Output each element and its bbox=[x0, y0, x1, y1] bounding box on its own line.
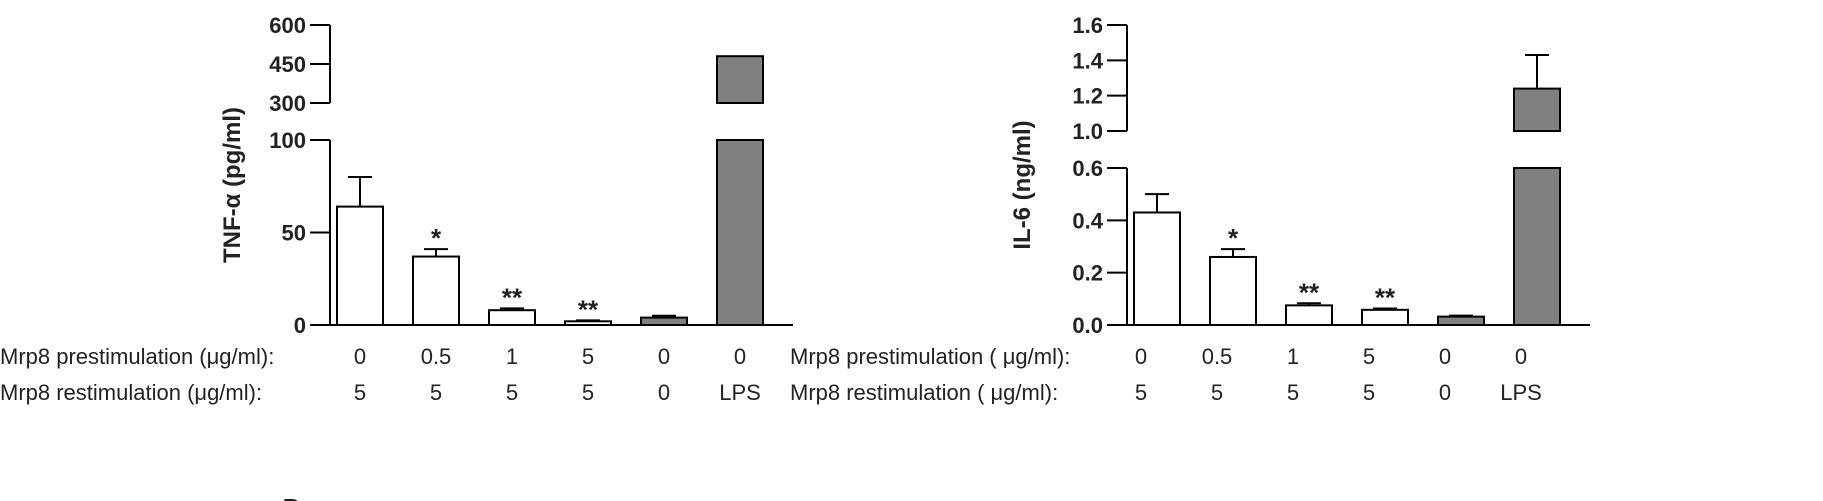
restim-value: LPS bbox=[719, 380, 761, 405]
restim-value: 5 bbox=[506, 380, 518, 405]
prestim-value: 0 bbox=[1515, 344, 1527, 369]
prestim-value: 1 bbox=[506, 344, 518, 369]
y-tick-label: 300 bbox=[269, 91, 306, 116]
restim-row-label: Mrp8 restimulation ( μg/ml): bbox=[790, 380, 1058, 405]
prestim-row-label: Mrp8 prestimulation ( μg/ml): bbox=[790, 344, 1070, 369]
restim-value: 5 bbox=[430, 380, 442, 405]
significance-marker: ** bbox=[1299, 277, 1320, 307]
y-tick-label: 0.2 bbox=[1072, 261, 1103, 286]
significance-marker: * bbox=[431, 223, 442, 253]
restim-row-label: Mrp8 restimulation (μg/ml): bbox=[0, 380, 262, 405]
bar bbox=[1437, 315, 1485, 327]
y-tick-label: 0.6 bbox=[1072, 156, 1103, 181]
y-axis-label: IL-6 (ng/ml) bbox=[1009, 120, 1036, 249]
prestim-value: 0 bbox=[354, 344, 366, 369]
prestim-value: 0 bbox=[1135, 344, 1147, 369]
restim-value: 5 bbox=[1135, 380, 1147, 405]
y-axis-label: TNF-α (pg/ml) bbox=[219, 107, 246, 263]
y-tick-label: 0.0 bbox=[1072, 313, 1103, 338]
bar bbox=[1133, 211, 1181, 327]
bar bbox=[640, 316, 688, 327]
restim-value: 5 bbox=[1287, 380, 1299, 405]
prestim-value: 0 bbox=[734, 344, 746, 369]
restim-value: 5 bbox=[354, 380, 366, 405]
prestim-value: 0 bbox=[1439, 344, 1451, 369]
bar bbox=[1513, 87, 1561, 132]
cropped-panel-label: B bbox=[282, 493, 301, 501]
y-tick-label: 1.0 bbox=[1072, 119, 1103, 144]
significance-marker: ** bbox=[578, 294, 599, 324]
bar bbox=[1209, 255, 1257, 327]
restim-value: 5 bbox=[1211, 380, 1223, 405]
significance-marker: ** bbox=[1375, 283, 1396, 313]
y-tick-label: 450 bbox=[269, 52, 306, 77]
prestim-value: 5 bbox=[582, 344, 594, 369]
prestim-value: 0 bbox=[658, 344, 670, 369]
bar bbox=[412, 255, 460, 326]
prestim-value: 5 bbox=[1363, 344, 1375, 369]
bar bbox=[336, 205, 384, 327]
bar bbox=[488, 309, 536, 327]
prestim-value: 1 bbox=[1287, 344, 1299, 369]
y-tick-label: 1.6 bbox=[1072, 13, 1103, 38]
il6-chart: 0.0 0.2 0.4 0.6 1.0 1.2 1.4 1.6 IL-6 (ng/ml) 0 5 * 0… bbox=[790, 13, 1590, 405]
y-tick-label: 50 bbox=[282, 221, 306, 246]
restim-value: 5 bbox=[582, 380, 594, 405]
y-tick-label: 600 bbox=[269, 13, 306, 38]
y-tick-label: 0 bbox=[294, 313, 306, 338]
y-tick-label: 100 bbox=[269, 128, 306, 153]
bar bbox=[1513, 167, 1561, 326]
restim-value: LPS bbox=[1500, 380, 1542, 405]
restim-value: 0 bbox=[1439, 380, 1451, 405]
restim-value: 0 bbox=[658, 380, 670, 405]
y-tick-label: 1.4 bbox=[1072, 48, 1103, 73]
y-tick-label: 0.4 bbox=[1072, 208, 1103, 233]
prestim-value: 0.5 bbox=[1202, 344, 1233, 369]
restim-value: 5 bbox=[1363, 380, 1375, 405]
prestim-value: 0.5 bbox=[421, 344, 452, 369]
bar bbox=[716, 55, 764, 104]
prestim-row-label: Mrp8 prestimulation (μg/ml): bbox=[0, 344, 274, 369]
y-tick-label: 1.2 bbox=[1072, 84, 1103, 109]
bar bbox=[716, 139, 764, 326]
bar bbox=[1285, 304, 1333, 326]
significance-marker: ** bbox=[502, 282, 523, 312]
significance-marker: * bbox=[1228, 223, 1239, 253]
